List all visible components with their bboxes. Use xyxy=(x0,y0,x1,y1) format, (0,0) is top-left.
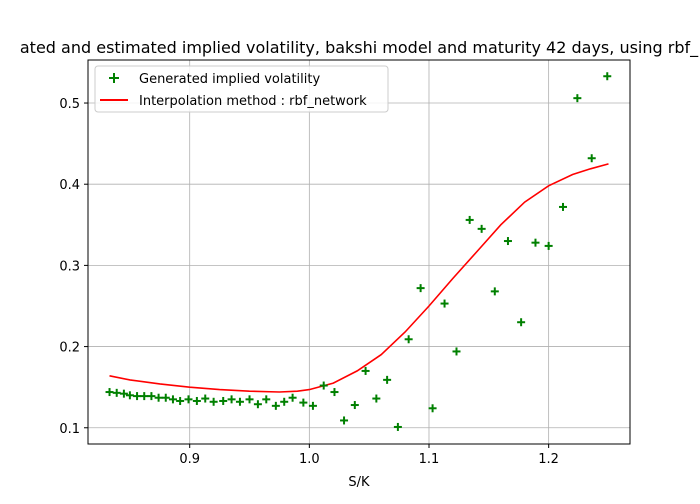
scatter-point xyxy=(227,395,236,404)
y-tick-label: 0.2 xyxy=(59,341,80,356)
scatter-point xyxy=(209,397,218,406)
scatter-point xyxy=(503,237,512,246)
x-tick-label: 1.0 xyxy=(299,452,320,467)
scatter-point xyxy=(393,422,402,431)
y-tick-label: 0.5 xyxy=(59,97,80,112)
x-axis-label: S/K xyxy=(348,475,370,490)
scatter-point xyxy=(416,284,425,293)
plot-frame xyxy=(87,59,631,445)
y-tick-label: 0.4 xyxy=(59,178,80,193)
legend-label-scatter: Generated implied volatility xyxy=(139,72,320,87)
legend: Generated implied volatility Interpolati… xyxy=(94,65,389,113)
scatter-point xyxy=(330,388,339,397)
scatter-point xyxy=(440,299,449,308)
scatter-series-layer xyxy=(105,72,612,431)
scatter-point xyxy=(573,94,582,103)
scatter-point xyxy=(465,215,474,224)
plot-area xyxy=(88,60,630,444)
x-tick-label: 1.1 xyxy=(419,452,440,467)
scatter-point xyxy=(361,366,370,375)
y-tick-label: 0.3 xyxy=(59,259,80,274)
scatter-point xyxy=(105,388,114,397)
scatter-point xyxy=(262,395,271,404)
scatter-point xyxy=(372,394,381,403)
scatter-point xyxy=(428,404,437,413)
scatter-point xyxy=(192,396,201,405)
scatter-point xyxy=(184,395,193,404)
scatter-point xyxy=(452,347,461,356)
x-tick-label: 0.9 xyxy=(179,452,200,467)
y-axis-ticks: 0.1 0.2 0.3 0.4 0.5 xyxy=(59,97,88,437)
scatter-point xyxy=(253,400,262,409)
scatter-point xyxy=(587,154,596,163)
legend-box xyxy=(94,65,389,113)
scatter-point xyxy=(603,72,612,81)
scatter-point xyxy=(245,395,254,404)
scatter-point xyxy=(340,416,349,425)
scatter-point xyxy=(383,375,392,384)
scatter-point xyxy=(133,392,142,401)
scatter-point xyxy=(280,397,289,406)
scatter-point xyxy=(125,391,134,400)
line-series-layer xyxy=(109,163,609,393)
scatter-point xyxy=(558,202,567,211)
scatter-point xyxy=(147,392,156,401)
x-axis-ticks: 0.9 1.0 1.1 1.2 xyxy=(179,444,559,467)
scatter-point xyxy=(544,241,553,250)
scatter-point xyxy=(308,401,317,410)
scatter-point xyxy=(140,392,149,401)
legend-label-line: Interpolation method : rbf_network xyxy=(139,94,367,109)
scatter-point xyxy=(531,238,540,247)
interpolation-line xyxy=(109,163,609,393)
scatter-point xyxy=(288,393,297,402)
scatter-point xyxy=(176,396,185,405)
scatter-point xyxy=(219,396,228,405)
scatter-point xyxy=(490,287,499,296)
y-tick-label: 0.1 xyxy=(59,422,80,437)
scatter-point xyxy=(201,394,210,403)
legend-scatter-marker xyxy=(109,73,119,83)
scatter-point xyxy=(299,398,308,407)
scatter-point xyxy=(477,224,486,233)
scatter-point xyxy=(154,393,163,402)
scatter-point xyxy=(404,335,413,344)
chart-title: ated and estimated implied volatility, b… xyxy=(20,38,699,58)
scatter-point xyxy=(168,395,177,404)
scatter-point xyxy=(271,401,280,410)
scatter-point xyxy=(112,388,121,397)
scatter-point xyxy=(517,318,526,327)
x-tick-label: 1.2 xyxy=(538,452,559,467)
scatter-point xyxy=(235,397,244,406)
scatter-point xyxy=(161,393,170,402)
scatter-point xyxy=(350,401,359,410)
scatter-point xyxy=(119,389,128,398)
scatter-point xyxy=(319,381,328,390)
